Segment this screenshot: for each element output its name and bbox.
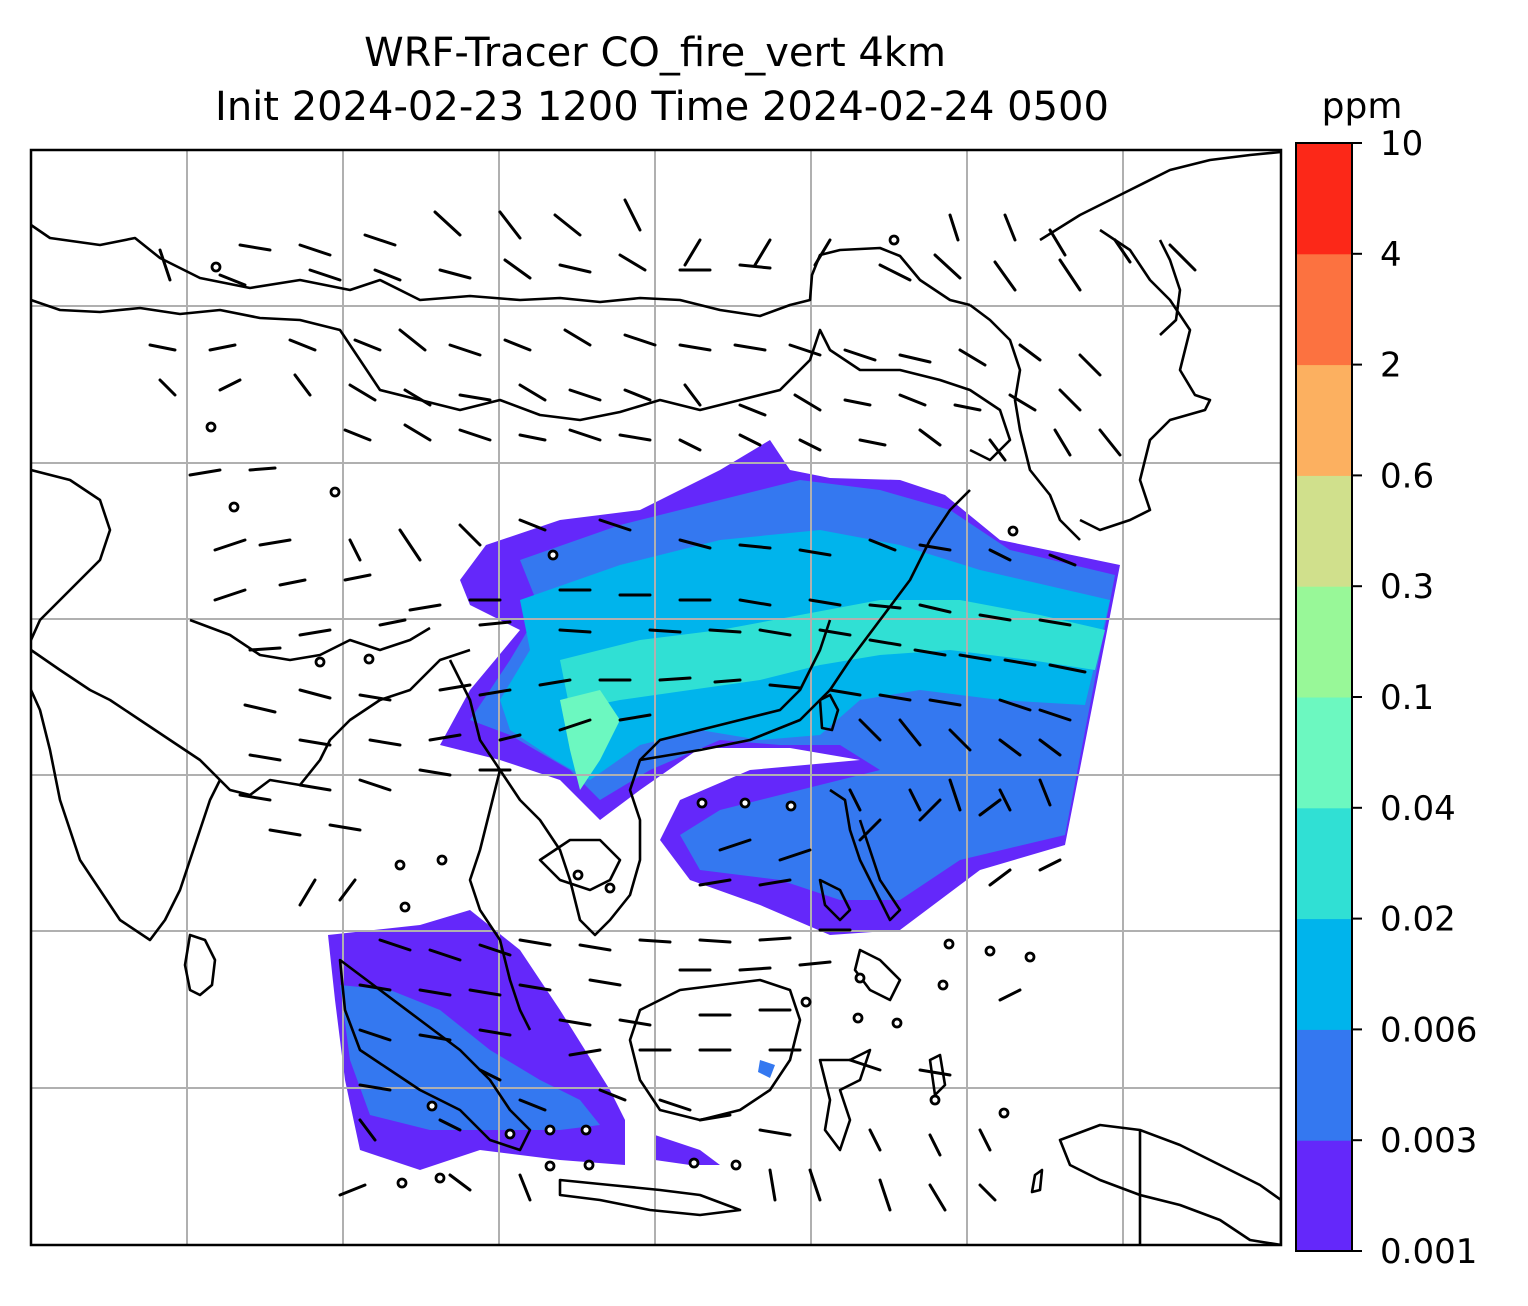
patch-sulawesi	[758, 1060, 775, 1078]
colorbar-blocks	[1296, 143, 1352, 1252]
patch-borneo	[655, 1135, 720, 1165]
colorbar-ticks: 0.001 0.003 0.006 0.02 0.04 0.1 0.3 0.6 2 4 10	[1352, 124, 1477, 1272]
colorbar-tick-label: 0.02	[1380, 900, 1456, 940]
colorbar-block-5	[1296, 586, 1352, 698]
title-line-1: WRF-Tracer CO_fire_vert 4km	[364, 30, 946, 76]
colorbar: ppm 0.001 0.003 0.006 0.02 0.04 0.1 0.3 0.6 2 4 10	[1295, 86, 1477, 1272]
colorbar-tick-label: 0.003	[1380, 1121, 1477, 1161]
colorbar-tick-label: 0.6	[1380, 456, 1434, 496]
colorbar-block-1	[1296, 1029, 1352, 1141]
colorbar-block-7	[1296, 364, 1352, 476]
colorbar-tick-label: 0.001	[1380, 1232, 1477, 1272]
colorbar-tick-label: 4	[1380, 235, 1402, 275]
title-line-2: Init 2024-02-23 1200 Time 2024-02-24 050…	[215, 84, 1109, 130]
colorbar-tick-label: 0.1	[1380, 678, 1434, 718]
colorbar-block-8	[1296, 253, 1352, 366]
colorbar-tick-label: 2	[1380, 346, 1402, 386]
map-frame	[29, 148, 1283, 1247]
colorbar-block-6	[1296, 475, 1352, 587]
colorbar-tick-label: 0.04	[1380, 789, 1456, 829]
colorbar-block-4	[1296, 697, 1352, 809]
coastlines	[31, 150, 1281, 1245]
colorbar-tick-label: 0.3	[1380, 567, 1434, 607]
plume-north-level4	[560, 600, 1105, 710]
map-panel	[29, 148, 1283, 1247]
calm-markers	[205, 234, 1036, 1189]
colorbar-tick-label: 0.006	[1380, 1010, 1477, 1050]
plume-north-level5	[560, 690, 620, 790]
colorbar-block-9	[1296, 143, 1352, 255]
plume-south-level2	[340, 985, 600, 1130]
colorbar-block-2	[1296, 918, 1352, 1030]
wind-barbs	[148, 198, 1197, 1212]
colorbar-block-0	[1296, 1140, 1352, 1252]
colorbar-block-3	[1296, 807, 1352, 920]
colorbar-frame	[1295, 142, 1353, 1252]
colorbar-tick-label: 10	[1380, 124, 1423, 164]
colorbar-unit: ppm	[1322, 86, 1403, 127]
